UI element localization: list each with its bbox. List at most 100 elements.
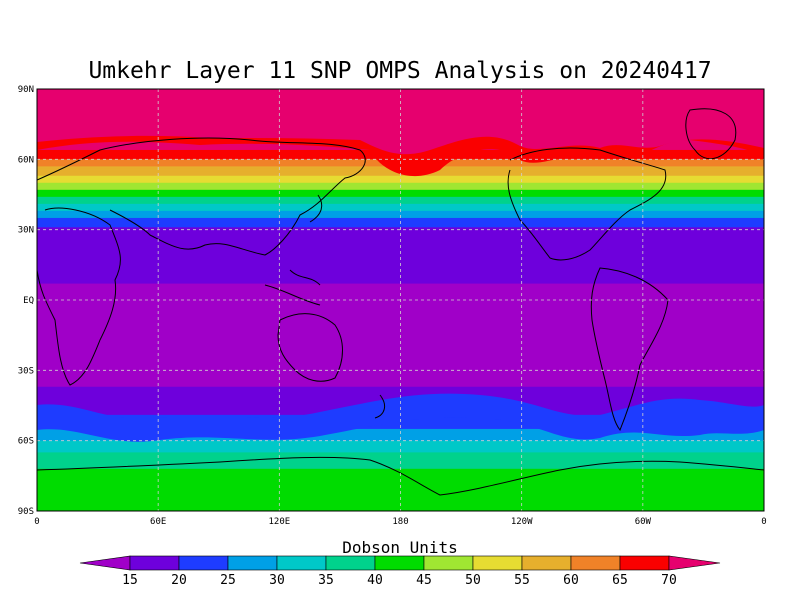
map-frame — [36, 88, 765, 512]
colorbar-high-arrow — [668, 555, 721, 571]
colorbar-tick-label: 15 — [122, 573, 138, 588]
ozone-band — [37, 433, 764, 437]
ozone-band — [37, 421, 764, 425]
ozone-band — [37, 199, 764, 203]
ozone-band — [37, 457, 764, 461]
map-grid — [37, 89, 764, 511]
colorbar-ticks: 15 20 25 30 35 40 45 50 55 60 65 70 — [122, 573, 677, 588]
coastline-africa — [37, 207, 121, 386]
southern-blue-wave — [37, 393, 764, 442]
colorbar-low-arrow — [79, 555, 131, 571]
ozone-band — [37, 236, 764, 240]
lon-tick-label: 0 — [761, 517, 766, 527]
colorbar-tick-label: 30 — [269, 573, 285, 588]
coastline-australia — [277, 313, 343, 382]
colorbar — [79, 555, 721, 571]
lat-tick-label: 60S — [18, 437, 34, 447]
ozone-band — [37, 271, 764, 275]
ozone-band — [37, 302, 764, 306]
ozone-band — [37, 363, 764, 367]
ozone-band — [37, 356, 764, 360]
colorbar-tick-label: 25 — [220, 573, 236, 588]
ozone-band — [37, 224, 764, 228]
colorbar-segment — [178, 555, 229, 571]
ozone-band — [37, 344, 764, 348]
ozone-band — [37, 318, 764, 322]
ozone-band — [37, 267, 764, 271]
ozone-band — [37, 229, 764, 233]
colorbar-label: Dobson Units — [342, 538, 458, 557]
ozone-band — [37, 187, 764, 191]
colorbar-tick-label: 40 — [367, 573, 383, 588]
ozone-band — [37, 309, 764, 313]
ozone-band — [37, 471, 764, 475]
lon-tick-label: 120W — [511, 517, 533, 527]
ozone-band — [37, 222, 764, 226]
ozone-band — [37, 295, 764, 299]
lat-tick-label: 60N — [18, 155, 34, 165]
colorbar-tick-label: 35 — [318, 573, 334, 588]
ozone-band — [37, 375, 764, 378]
colorbar-segment — [619, 555, 670, 571]
ozone-band — [37, 241, 764, 245]
ozone-band — [37, 468, 764, 472]
ozone-band — [37, 349, 764, 353]
lat-tick-label: 90S — [18, 507, 34, 517]
ozone-band — [37, 475, 764, 479]
ozone-band — [37, 182, 764, 186]
map-title: Umkehr Layer 11 SNP OMPS Analysis on 202… — [88, 58, 711, 84]
ozone-band — [37, 464, 764, 468]
ozone-band — [37, 499, 764, 503]
ozone-band — [37, 386, 764, 390]
colorbar-segment — [472, 555, 523, 571]
ozone-band — [37, 321, 764, 325]
coastline-eurasia — [37, 137, 366, 256]
ozone-band — [37, 428, 764, 432]
ozone-band — [37, 482, 764, 486]
ozone-band — [37, 494, 764, 498]
ozone-band — [37, 487, 764, 491]
colorbar-segment — [325, 555, 376, 571]
colorbar-tick-label: 65 — [612, 573, 628, 588]
ozone-band — [37, 372, 764, 376]
ozone-band — [37, 210, 764, 214]
lat-tick-label: EQ — [23, 296, 34, 306]
coastlines — [37, 108, 764, 496]
lat-tick-label: 90N — [18, 85, 34, 95]
ozone-band — [37, 314, 764, 318]
ozone-band — [37, 440, 764, 444]
ozone-band — [37, 283, 764, 287]
ozone-band — [37, 325, 764, 329]
colorbar-segment — [521, 555, 572, 571]
colorbar-segment — [129, 555, 180, 571]
coastline-indonesia — [264, 269, 321, 306]
ozone-band — [37, 213, 764, 217]
ozone-band — [37, 506, 764, 510]
coastline-japan — [309, 194, 323, 223]
coastline-greenland — [685, 108, 737, 160]
ozone-band — [37, 445, 764, 449]
ozone-band — [37, 206, 764, 210]
ozone-band — [37, 307, 764, 310]
ozone-band — [37, 426, 764, 430]
ozone-band — [37, 255, 764, 259]
ozone-band — [37, 391, 764, 395]
ozone-band — [37, 332, 764, 336]
lat-tick-label: 30N — [18, 226, 34, 236]
ozone-band — [37, 379, 764, 383]
ozone-band — [37, 290, 764, 294]
ozone-band — [37, 248, 764, 252]
colorbar-tick-label: 50 — [465, 573, 481, 588]
ozone-band — [37, 264, 764, 268]
lat-tick-label: 30S — [18, 366, 34, 376]
lon-tick-label: 60E — [150, 517, 166, 527]
colorbar-tick-label: 70 — [661, 573, 677, 588]
ozone-band — [37, 360, 764, 364]
ozone-band — [37, 175, 764, 179]
colorbar-tick-label: 55 — [514, 573, 530, 588]
ozone-band — [37, 452, 764, 456]
coastline-new-zealand — [374, 394, 386, 419]
lon-tick-label: 120E — [268, 517, 290, 527]
colorbar-tick-label: 20 — [171, 573, 187, 588]
